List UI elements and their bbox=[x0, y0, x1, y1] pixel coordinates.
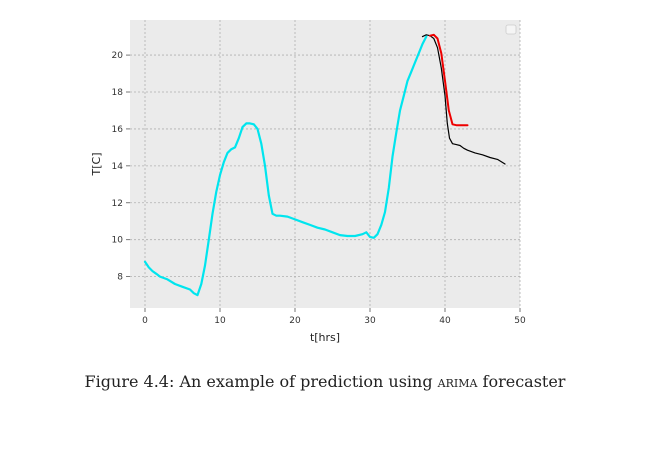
series-line bbox=[429, 33, 469, 127]
figure-caption: Figure 4.4: An example of prediction usi… bbox=[0, 372, 650, 391]
x-tick-label: 40 bbox=[439, 316, 451, 326]
x-axis-label: t[hrs] bbox=[310, 331, 340, 344]
series-layer bbox=[143, 33, 506, 297]
y-tick-label: 20 bbox=[112, 51, 124, 61]
legend-box bbox=[505, 24, 517, 35]
x-axis-ticks: 0 10 20 30 40 50 bbox=[142, 308, 526, 326]
series-line bbox=[143, 35, 428, 297]
y-tick-label: 8 bbox=[117, 273, 123, 283]
y-tick-label: 16 bbox=[112, 125, 124, 135]
y-tick-label: 18 bbox=[112, 88, 124, 98]
x-tick-label: 50 bbox=[514, 316, 526, 326]
x-tick-label: 30 bbox=[364, 316, 376, 326]
y-axis-ticks: 8 10 12 14 16 18 20 bbox=[112, 51, 130, 283]
y-axis-label: T[C] bbox=[90, 153, 103, 177]
line-chart: 0 10 20 30 40 50 8 10 12 14 16 18 20 t[hrs] T[C] bbox=[90, 20, 526, 344]
grid-lines bbox=[130, 20, 521, 308]
y-tick-label: 14 bbox=[112, 162, 124, 172]
caption-method: arima bbox=[437, 372, 478, 391]
series-line bbox=[421, 34, 506, 165]
caption-suffix: forecaster bbox=[477, 372, 566, 391]
x-tick-label: 0 bbox=[142, 316, 148, 326]
y-tick-label: 10 bbox=[112, 236, 124, 246]
x-tick-label: 10 bbox=[214, 316, 226, 326]
x-tick-label: 20 bbox=[289, 316, 301, 326]
caption-prefix: Figure 4.4: An example of prediction usi… bbox=[84, 372, 438, 391]
plot-area bbox=[130, 20, 520, 308]
y-tick-label: 12 bbox=[112, 199, 123, 209]
